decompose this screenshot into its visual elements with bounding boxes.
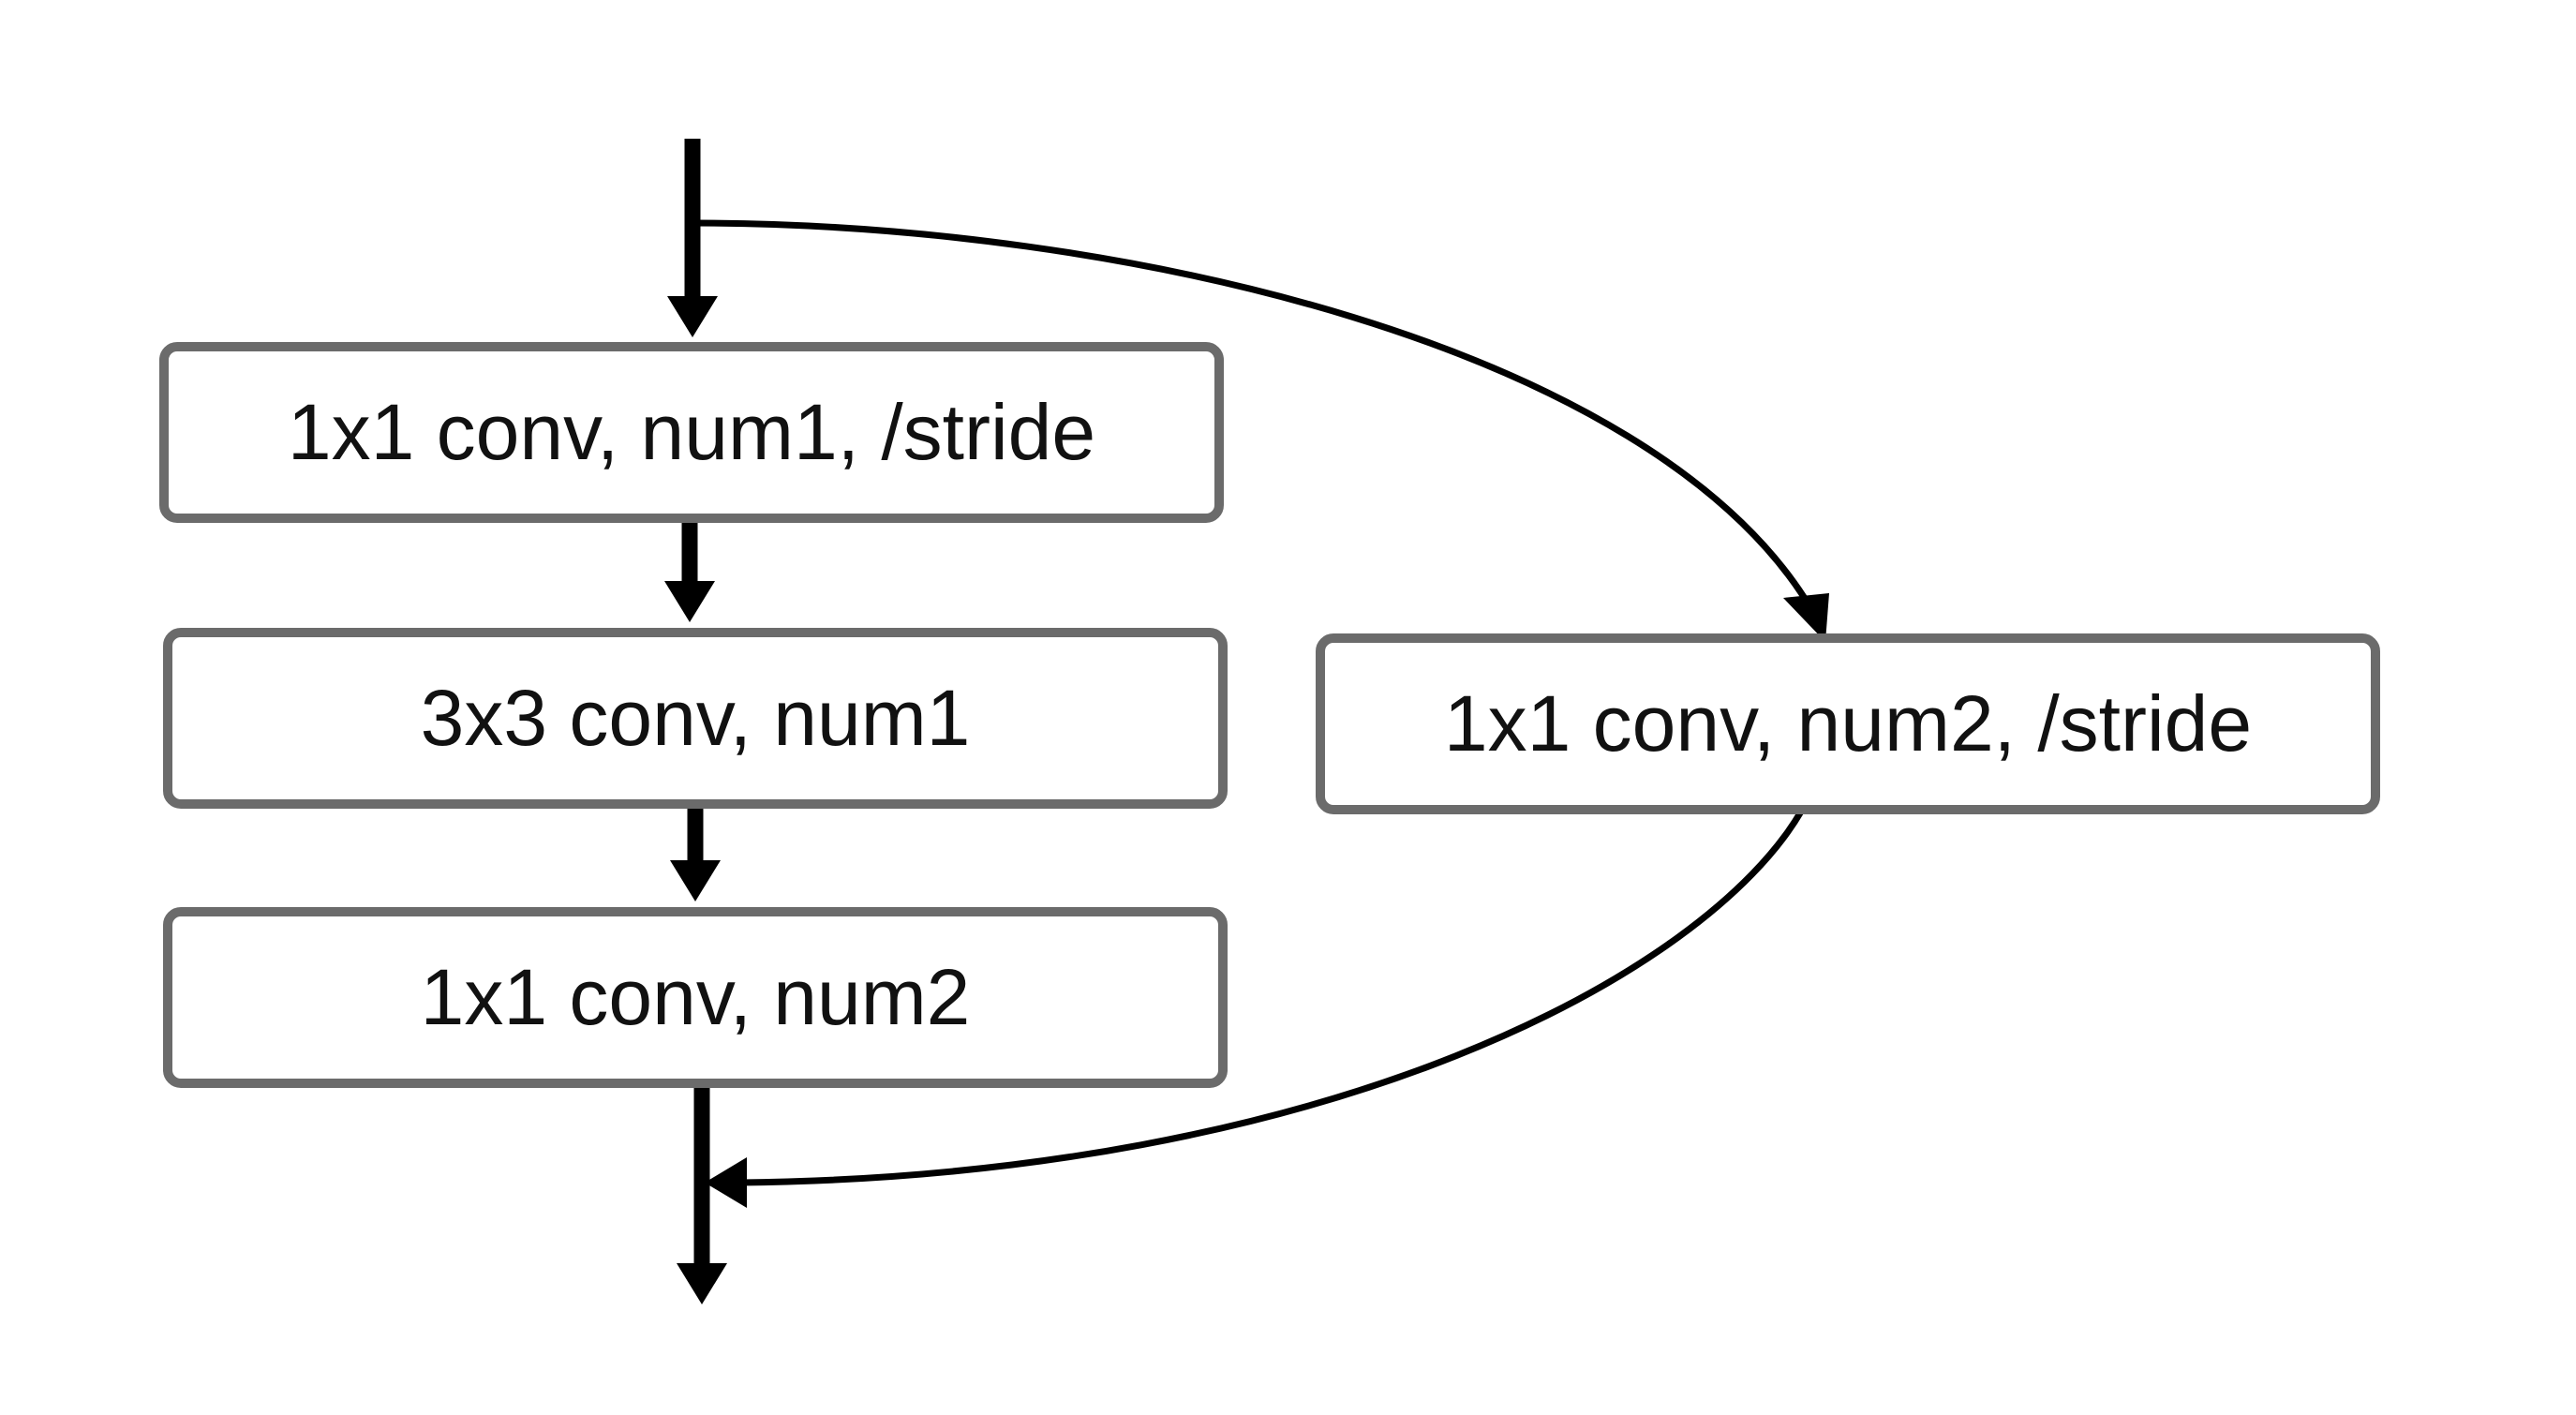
shortcut-return-curve xyxy=(705,810,1805,1208)
conv1-label: 1x1 conv, num1, /stride xyxy=(288,388,1095,476)
conv1-block: 1x1 conv, num1, /stride xyxy=(159,342,1224,523)
shortcut-label: 1x1 conv, num2, /stride xyxy=(1444,679,2252,767)
shortcut-block: 1x1 conv, num2, /stride xyxy=(1316,633,2380,814)
conv3-label: 1x1 conv, num2 xyxy=(421,953,971,1041)
output-arrow xyxy=(677,1082,727,1304)
conv3-block: 1x1 conv, num2 xyxy=(163,907,1228,1088)
arrow-conv2-to-conv3 xyxy=(670,805,721,901)
shortcut-branch-curve xyxy=(692,219,1829,642)
arrow-conv1-to-conv2 xyxy=(664,522,715,622)
conv2-label: 3x3 conv, num1 xyxy=(421,674,971,762)
conv2-block: 3x3 conv, num1 xyxy=(163,628,1228,809)
input-arrow xyxy=(667,139,718,337)
